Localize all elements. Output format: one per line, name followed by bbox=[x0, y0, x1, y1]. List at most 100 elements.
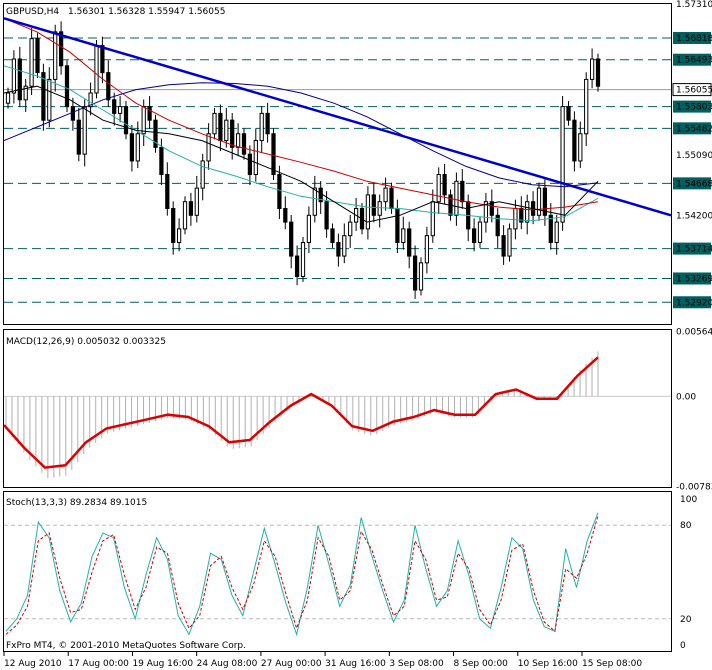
price-tick-label: 1.56055 bbox=[676, 86, 712, 96]
candle-body bbox=[41, 72, 46, 121]
candle-body bbox=[200, 160, 205, 189]
candle-body bbox=[548, 214, 553, 243]
candle-body bbox=[123, 106, 129, 135]
candle-body bbox=[100, 44, 105, 74]
candle-body bbox=[407, 228, 412, 257]
candle-body bbox=[389, 187, 394, 210]
candle-body bbox=[412, 255, 418, 291]
macd-signal-line bbox=[3, 356, 599, 469]
candle-body bbox=[171, 208, 176, 243]
price-tick-label: 1.55482 bbox=[676, 124, 712, 134]
price-tick-label: 1.55090 bbox=[676, 151, 712, 161]
candle-body bbox=[235, 133, 241, 148]
candle-body bbox=[265, 112, 270, 135]
candle-body bbox=[566, 106, 571, 121]
candle-body bbox=[23, 85, 28, 101]
candle-body bbox=[395, 208, 400, 243]
candle-body bbox=[430, 201, 435, 237]
candle-body bbox=[536, 187, 542, 216]
candle-body bbox=[442, 174, 447, 196]
price-tick-label: 1.56493 bbox=[676, 56, 712, 66]
candle-body bbox=[141, 106, 146, 135]
candle-body bbox=[589, 58, 595, 80]
price-level-marker bbox=[673, 177, 711, 190]
candle-body bbox=[460, 180, 465, 203]
candle-body bbox=[595, 58, 601, 87]
stoch-tick-label: 80 bbox=[680, 521, 692, 531]
candle-body bbox=[135, 133, 140, 162]
candle-body bbox=[507, 228, 512, 257]
ma-red-line bbox=[3, 17, 599, 211]
time-tick-label: 10 Sep 16:00 bbox=[518, 659, 578, 669]
price-tick-label: 1.57310 bbox=[676, 0, 712, 10]
candle-body bbox=[112, 99, 117, 114]
macd-pane bbox=[3, 329, 672, 488]
macd-tick-label: -0.00783 bbox=[676, 482, 712, 492]
candle-body bbox=[70, 106, 76, 121]
candle-body bbox=[436, 174, 441, 203]
candle-body bbox=[542, 187, 548, 216]
candle-body bbox=[259, 112, 264, 142]
candle-body bbox=[35, 38, 40, 74]
candle-body bbox=[176, 228, 182, 243]
candle-body bbox=[53, 31, 58, 80]
ma-green-line bbox=[3, 65, 599, 222]
candle-body bbox=[342, 235, 347, 257]
candle-body bbox=[182, 201, 188, 230]
candle-body bbox=[82, 106, 87, 155]
candle-body bbox=[88, 92, 93, 108]
stoch-pane bbox=[3, 491, 672, 652]
candle-body bbox=[188, 201, 194, 216]
candle-body bbox=[271, 133, 276, 176]
candle-body bbox=[253, 140, 258, 176]
candle-body bbox=[330, 228, 335, 243]
candle-body bbox=[306, 214, 312, 243]
footer-copyright: FxPro MT4, © 2001-2010 MetaQuotes Softwa… bbox=[6, 641, 246, 651]
candle-body bbox=[336, 241, 341, 257]
candle-body bbox=[572, 119, 577, 162]
candle-body bbox=[5, 92, 11, 104]
price-tick-label: 1.55803 bbox=[676, 103, 712, 113]
candle-body bbox=[312, 187, 317, 216]
price-layer bbox=[3, 17, 672, 303]
candle-body bbox=[424, 235, 430, 264]
candle-body bbox=[17, 58, 22, 101]
candle-body bbox=[348, 221, 353, 237]
candle-body bbox=[471, 228, 477, 243]
candle-body bbox=[554, 221, 559, 243]
stoch-tick-label: 100 bbox=[680, 495, 697, 505]
candle-body bbox=[525, 201, 530, 223]
symbol-label: GBPUSD,H4 bbox=[6, 7, 59, 17]
candle-body bbox=[578, 133, 583, 162]
candle-body bbox=[147, 106, 152, 121]
time-tick-label: 27 Aug 00:00 bbox=[261, 659, 322, 669]
candle-body bbox=[241, 133, 247, 155]
candle-body bbox=[501, 235, 506, 257]
candle-body bbox=[212, 112, 217, 135]
candle-body bbox=[159, 146, 164, 176]
candle-body bbox=[300, 241, 306, 277]
price-level-marker bbox=[673, 122, 711, 135]
candle-body bbox=[230, 119, 235, 148]
candle-body bbox=[377, 201, 382, 216]
axis-layer: 1.57310 1.56818 1.56493 1.56055 1.55803 1.554… bbox=[3, 0, 712, 669]
stoch-d-line bbox=[5, 515, 599, 635]
stoch-title: Stoch(13,3,3) 89.2834 89.1015 bbox=[6, 498, 147, 508]
ma-blue-line bbox=[3, 82, 599, 188]
candle-body bbox=[401, 228, 406, 243]
price-level-marker bbox=[673, 100, 711, 113]
candle-body bbox=[106, 72, 111, 101]
stoch-tick-label: 20 bbox=[680, 615, 692, 625]
price-tick-label: 1.54200 bbox=[676, 211, 712, 221]
candle-body bbox=[584, 78, 589, 135]
price-level-marker bbox=[673, 53, 711, 66]
time-tick-label: 19 Aug 16:00 bbox=[132, 659, 193, 669]
candle-body bbox=[194, 187, 199, 216]
candle-body bbox=[218, 112, 223, 142]
price-tick-label: 1.53714 bbox=[676, 245, 712, 255]
candle-body bbox=[277, 174, 282, 210]
stoch-k-line bbox=[5, 512, 599, 637]
price-level-marker bbox=[673, 31, 711, 44]
candle-body bbox=[383, 187, 388, 203]
price-tick-label: 1.52920 bbox=[676, 298, 712, 308]
